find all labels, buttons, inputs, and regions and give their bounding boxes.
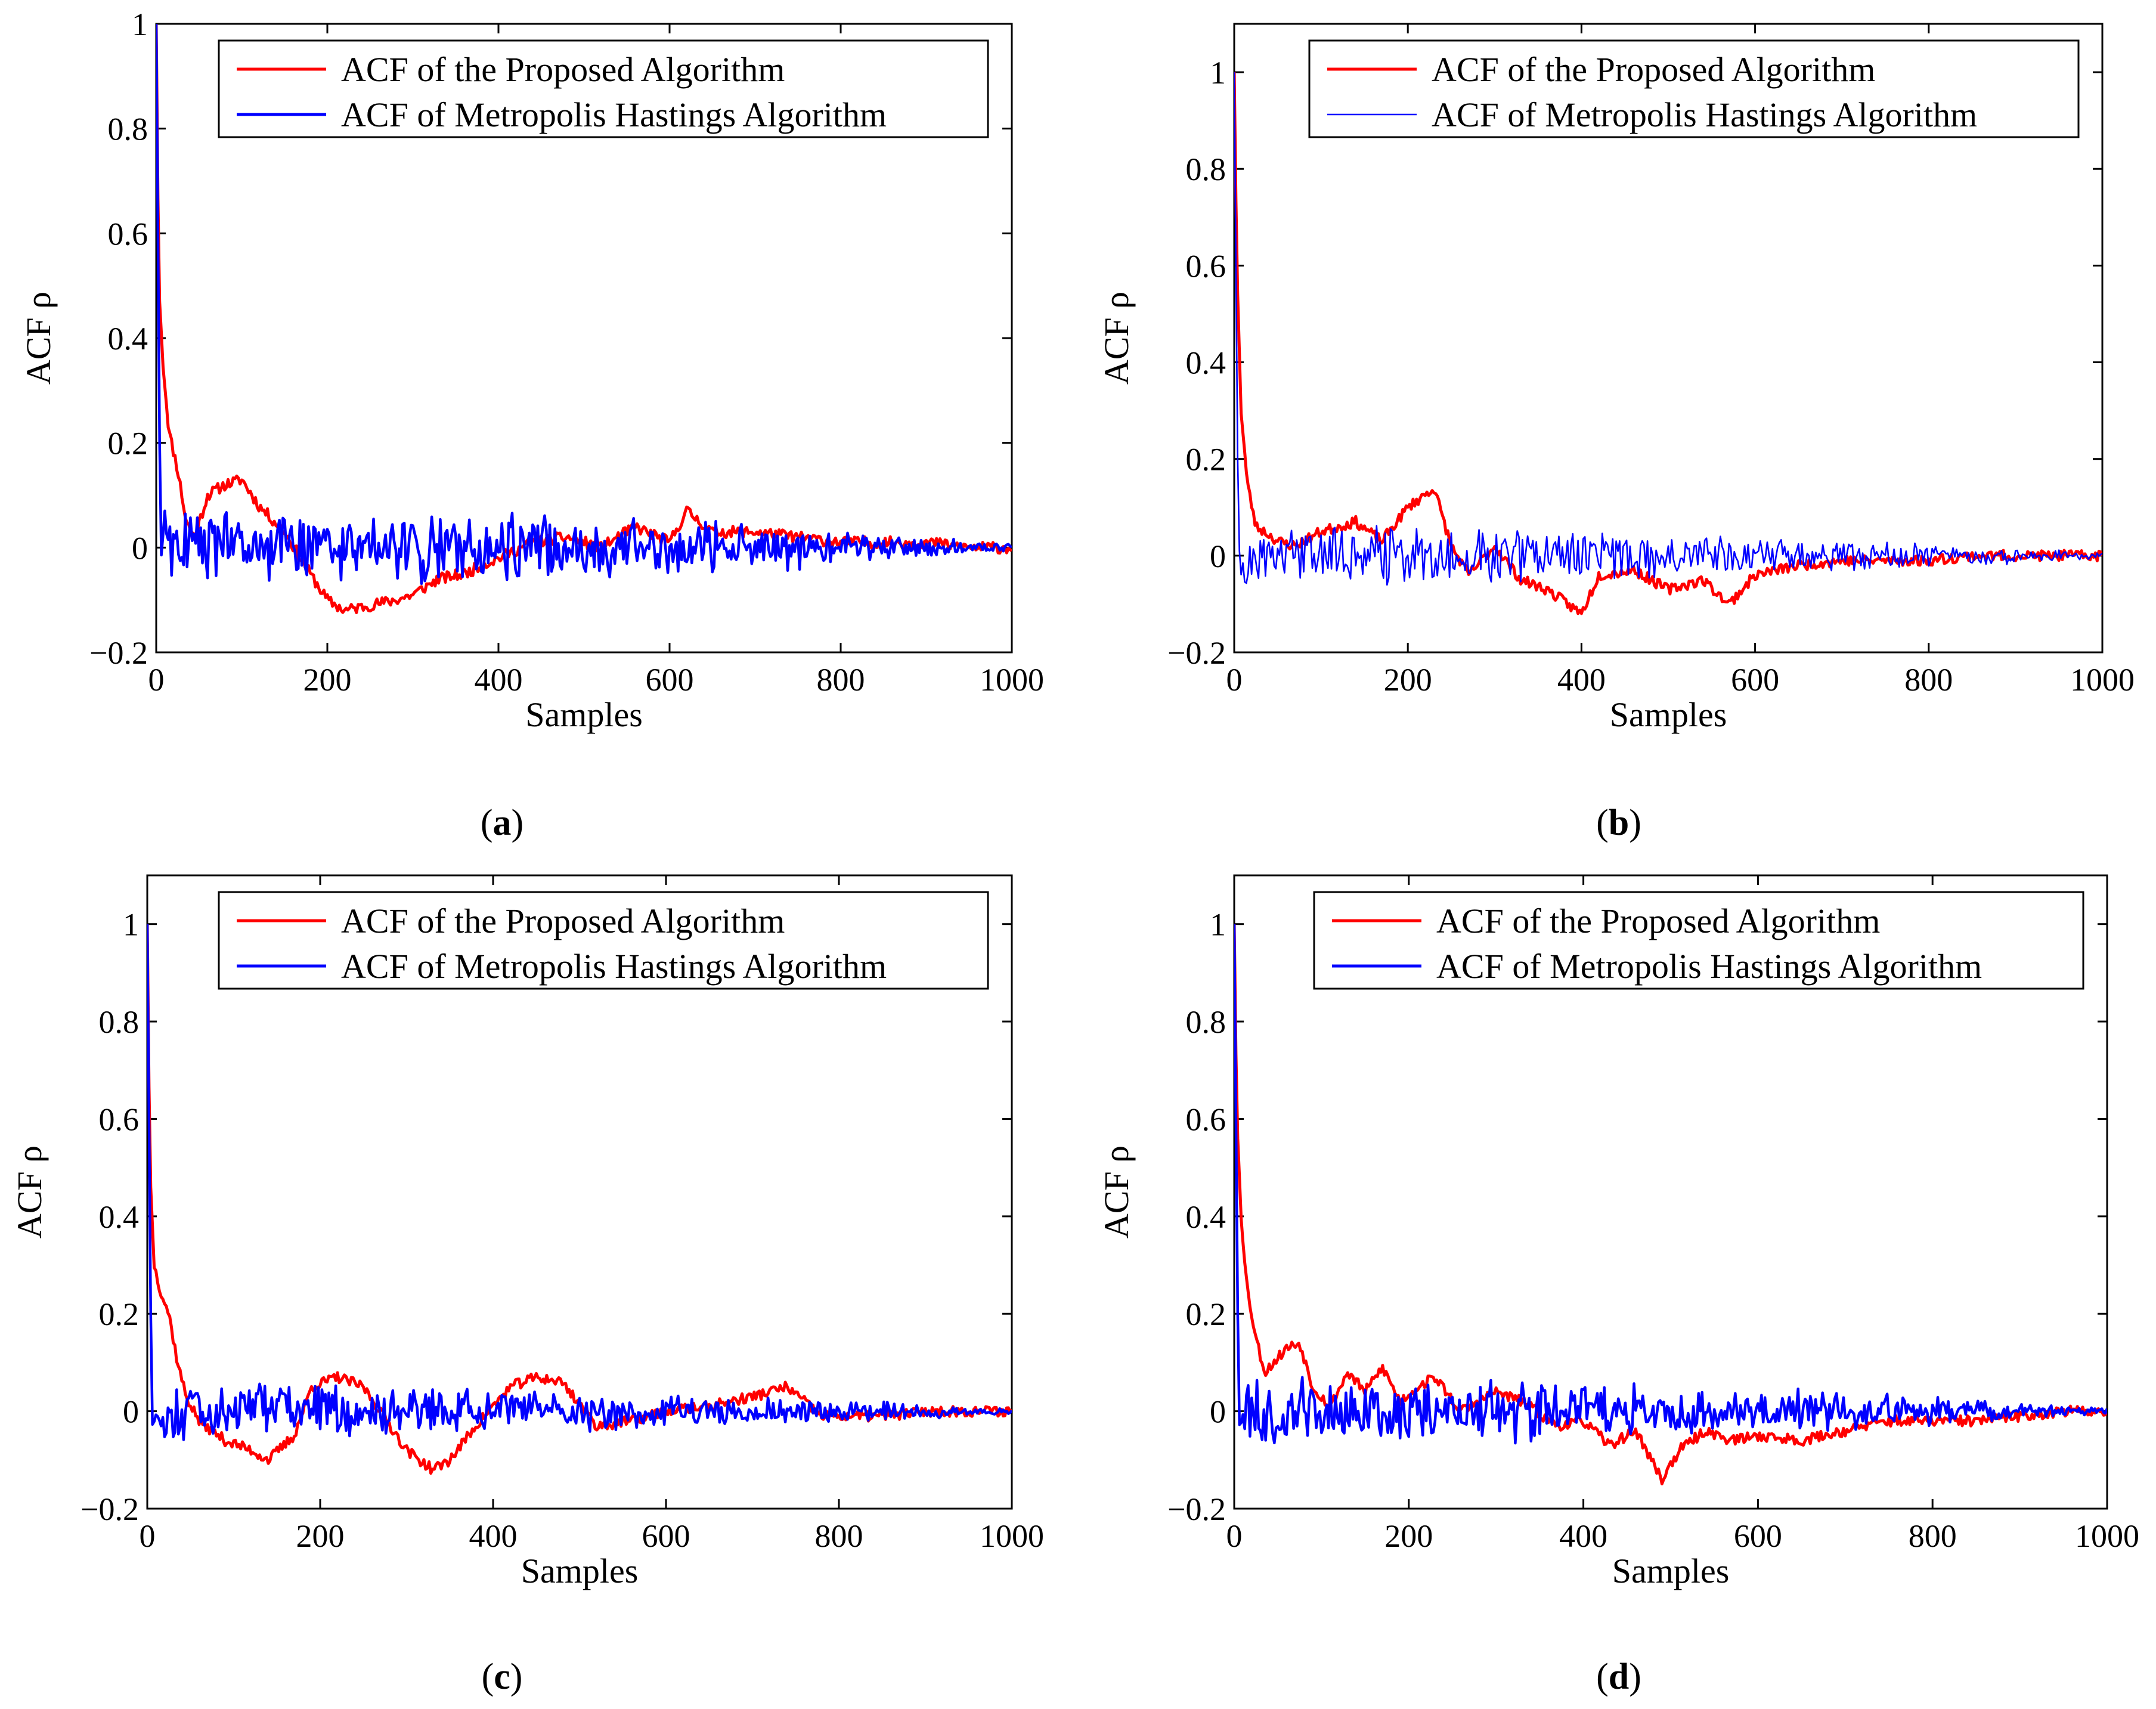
y-tick-label: 0.2 (1186, 442, 1226, 478)
y-tick-label: 0.4 (1186, 1199, 1226, 1235)
x-tick-label: 0 (1226, 662, 1243, 698)
y-tick-label: 0.8 (108, 112, 148, 147)
x-tick-label: 400 (1557, 662, 1606, 698)
legend-box (218, 39, 989, 138)
y-axis-label: ACF ρ (10, 1145, 49, 1239)
y-tick-label: 0.2 (1186, 1296, 1226, 1332)
x-tick-label: 1000 (980, 1518, 1044, 1554)
series-mh-line (1234, 72, 2102, 586)
y-tick-label: 0.4 (1186, 345, 1226, 381)
panel-caption: (c) (482, 1657, 523, 1697)
y-tick-label: 0.2 (99, 1296, 140, 1332)
legend-label-mh: ACF of Metropolis Hastings Algorithm (1436, 947, 1982, 986)
legend-label-proposed: ACF of the Proposed Algorithm (341, 902, 785, 940)
caption-paren-open: ( (482, 1657, 494, 1697)
y-axis-label: ACF ρ (19, 292, 58, 385)
x-tick-label: 600 (1734, 1518, 1782, 1554)
panel-a: 0 200 400 600 800 1000−0.200.20.40.60.81Sampl… (19, 7, 1044, 843)
panel-b: 0 200 400 600 800 1000−0.200.20.40.60.81Sampl… (1097, 23, 2135, 843)
x-tick-label: 200 (1384, 662, 1432, 698)
panel-c: 0 200 400 600 800 1000−0.200.20.40.60.81Sampl… (10, 874, 1044, 1697)
y-tick-label: 0 (123, 1394, 139, 1430)
caption-paren-close: ) (1629, 1657, 1641, 1697)
legend-label-proposed: ACF of the Proposed Algorithm (341, 50, 785, 89)
panel-caption: (b) (1596, 803, 1641, 843)
caption-paren-open: ( (481, 803, 493, 843)
x-axis-label: Samples (1612, 1552, 1730, 1590)
caption-paren-close: ) (510, 1657, 523, 1697)
y-tick-label: 0.4 (99, 1199, 140, 1235)
series-mh-line (156, 24, 1012, 586)
x-tick-label: 400 (475, 662, 523, 698)
y-axis-label: ACF ρ (1097, 1145, 1136, 1239)
caption-paren-close: ) (1629, 803, 1641, 843)
x-tick-label: 600 (646, 662, 694, 698)
y-tick-label: 0.8 (99, 1004, 140, 1040)
y-tick-label: 0 (1210, 1394, 1226, 1430)
caption-paren-open: ( (1596, 1657, 1609, 1697)
legend-box (1308, 39, 2080, 138)
y-tick-label: 0.8 (1186, 1004, 1226, 1040)
caption-paren-close: ) (512, 803, 524, 843)
y-tick-label: 0.2 (108, 426, 148, 462)
series-proposed-line (1234, 72, 2102, 615)
x-tick-label: 400 (469, 1518, 518, 1554)
x-tick-label: 600 (1731, 662, 1779, 698)
caption-paren-open: ( (1596, 803, 1609, 843)
legend-label-proposed: ACF of the Proposed Algorithm (1432, 50, 1875, 89)
x-tick-label: 200 (296, 1518, 345, 1554)
caption-letter: a (493, 803, 512, 843)
y-tick-label: −0.2 (1167, 635, 1226, 671)
legend-box (218, 891, 989, 990)
x-axis-label: Samples (521, 1552, 639, 1590)
x-tick-label: 0 (148, 662, 165, 698)
y-tick-label: 0.6 (99, 1101, 140, 1137)
legend-label-mh: ACF of Metropolis Hastings Algorithm (341, 947, 887, 986)
y-tick-label: 1 (1210, 55, 1226, 91)
legend-box (1313, 891, 2084, 990)
y-tick-label: 0.6 (1186, 1101, 1226, 1137)
x-axis-label: Samples (525, 695, 643, 734)
x-tick-label: 1000 (2070, 662, 2135, 698)
y-tick-label: 1 (123, 907, 139, 943)
x-tick-label: 800 (1904, 662, 1953, 698)
x-axis-label: Samples (1610, 695, 1727, 734)
y-tick-label: 1 (1210, 907, 1226, 943)
y-tick-label: −0.2 (80, 1491, 139, 1527)
x-tick-label: 0 (140, 1518, 156, 1554)
x-tick-label: 200 (1384, 1518, 1433, 1554)
caption-letter: b (1609, 803, 1629, 843)
series-mh-line (147, 924, 1012, 1441)
x-tick-label: 800 (1909, 1518, 1957, 1554)
y-tick-label: −0.2 (1167, 1491, 1226, 1527)
y-tick-label: 0 (1210, 538, 1226, 574)
series-mh-line (1234, 924, 2107, 1445)
x-tick-label: 200 (303, 662, 352, 698)
x-tick-label: 1000 (2075, 1518, 2139, 1554)
series-proposed-line (1234, 924, 2107, 1485)
legend-label-mh: ACF of Metropolis Hastings Algorithm (1432, 95, 1977, 134)
x-tick-label: 800 (815, 1518, 863, 1554)
y-tick-label: 0.6 (1186, 248, 1226, 284)
panel-caption: (d) (1596, 1657, 1641, 1697)
y-tick-label: 0 (132, 530, 148, 566)
legend-label-proposed: ACF of the Proposed Algorithm (1436, 902, 1880, 940)
legend-label-mh: ACF of Metropolis Hastings Algorithm (341, 95, 887, 134)
panel-caption: (a) (481, 803, 523, 843)
y-tick-label: −0.2 (89, 635, 148, 671)
y-tick-label: 1 (132, 7, 148, 42)
y-tick-label: 0.4 (108, 321, 148, 357)
caption-letter: d (1609, 1657, 1629, 1697)
y-axis-label: ACF ρ (1097, 292, 1136, 385)
x-tick-label: 0 (1226, 1518, 1243, 1554)
y-tick-label: 0.6 (108, 216, 148, 252)
x-tick-label: 400 (1559, 1518, 1607, 1554)
x-tick-label: 600 (642, 1518, 690, 1554)
x-tick-label: 1000 (980, 662, 1044, 698)
x-tick-label: 800 (817, 662, 865, 698)
y-tick-label: 0.8 (1186, 151, 1226, 187)
panel-d: 0 200 400 600 800 1000−0.200.20.40.60.81Sampl… (1097, 874, 2139, 1697)
caption-letter: c (494, 1657, 510, 1697)
